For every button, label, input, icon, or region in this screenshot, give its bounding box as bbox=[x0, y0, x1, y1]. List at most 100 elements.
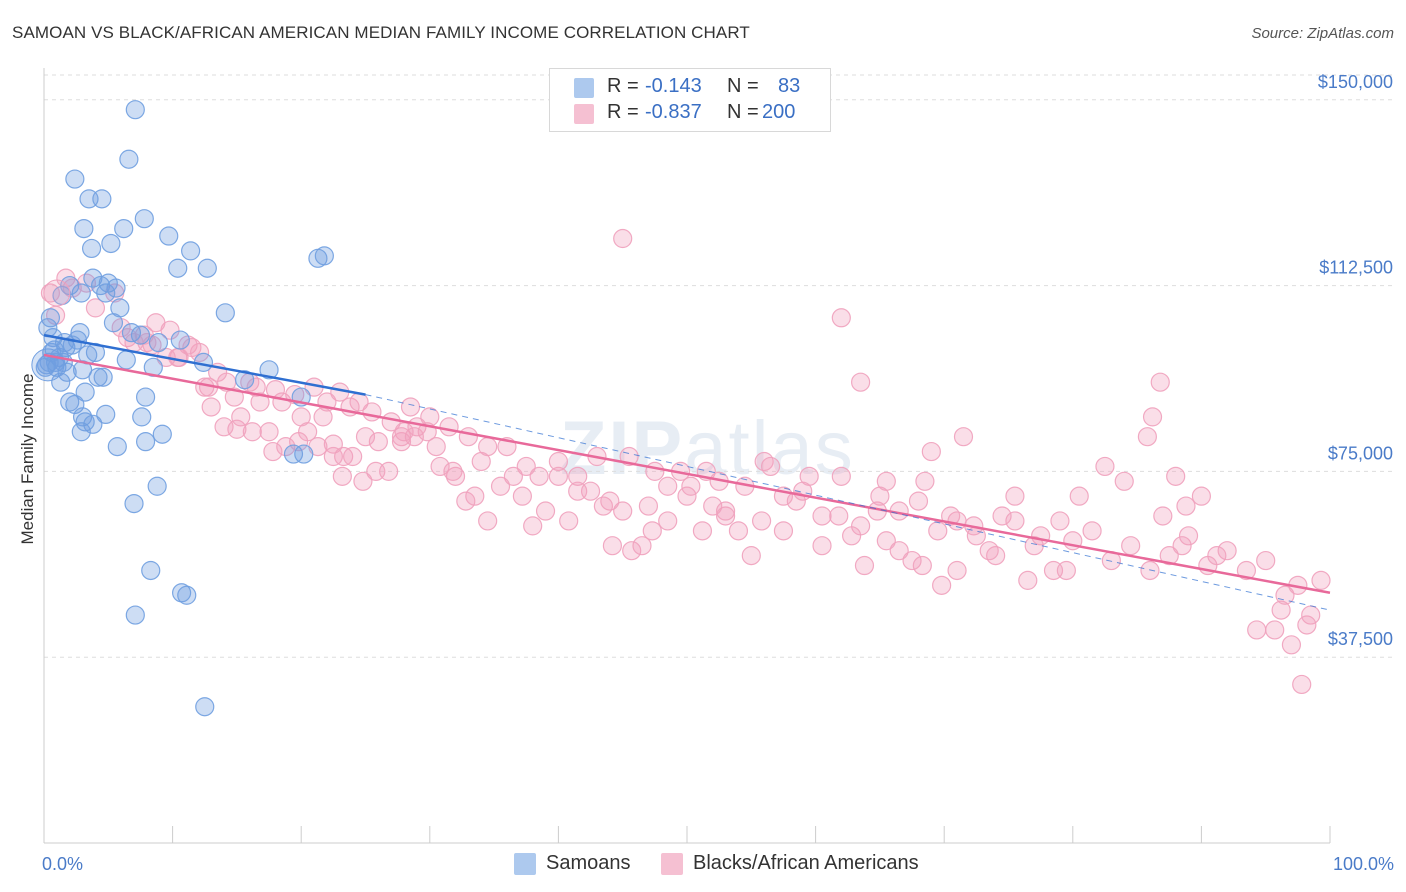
black-point bbox=[276, 437, 296, 457]
black-point bbox=[1050, 511, 1070, 531]
samoans-swatch bbox=[574, 78, 594, 98]
black-point bbox=[1082, 521, 1102, 541]
black-point bbox=[40, 283, 61, 303]
black-point bbox=[751, 511, 772, 531]
n-label: N = bbox=[727, 101, 759, 123]
black-point bbox=[1292, 674, 1312, 695]
black-point bbox=[715, 501, 736, 521]
samoan-point bbox=[141, 560, 161, 581]
x-tick-label: 100.0% bbox=[1333, 854, 1394, 874]
black-point bbox=[568, 481, 588, 501]
black-point bbox=[516, 456, 536, 477]
watermark-thin: atlas bbox=[684, 406, 855, 491]
samoan-point bbox=[107, 437, 127, 457]
chart-source: Source: ZipAtlas.com bbox=[1251, 25, 1394, 42]
black-point bbox=[1297, 615, 1317, 635]
black-point bbox=[613, 501, 633, 521]
samoan-point bbox=[81, 238, 102, 259]
black-point bbox=[681, 476, 701, 496]
black-point bbox=[182, 337, 202, 358]
r-label: R = bbox=[607, 101, 639, 123]
black-point bbox=[259, 422, 279, 442]
r-value: -0.837 bbox=[645, 101, 702, 123]
black-point bbox=[921, 441, 941, 462]
black-point bbox=[786, 491, 806, 511]
black-point bbox=[1256, 550, 1276, 571]
data-points bbox=[31, 100, 1331, 717]
black-point bbox=[773, 521, 794, 541]
samoan-point bbox=[168, 258, 188, 278]
black-point bbox=[548, 451, 569, 472]
black-point bbox=[242, 422, 262, 442]
black-point bbox=[1191, 486, 1212, 506]
black-point bbox=[430, 456, 450, 477]
black-point bbox=[400, 397, 421, 417]
black-point bbox=[1207, 546, 1227, 566]
black-point bbox=[1069, 486, 1089, 506]
black-point bbox=[62, 278, 82, 298]
samoan-point bbox=[51, 372, 71, 392]
chart-title: SAMOAN VS BLACK/AFRICAN AMERICAN MEDIAN … bbox=[12, 23, 750, 42]
black-point bbox=[224, 387, 244, 407]
r-label: R = bbox=[607, 75, 639, 97]
y-tick-label: $150,000 bbox=[1318, 72, 1393, 92]
samoan-point bbox=[124, 493, 144, 514]
samoan-point bbox=[60, 392, 80, 412]
black-point bbox=[1031, 526, 1051, 546]
black-trend-line bbox=[43, 353, 1331, 595]
samoan-point bbox=[106, 278, 126, 298]
samoan-point bbox=[195, 697, 215, 717]
black-point bbox=[1142, 407, 1163, 427]
samoan-point bbox=[132, 407, 152, 427]
black-point bbox=[456, 491, 476, 511]
black-point bbox=[632, 536, 652, 556]
samoan-point bbox=[110, 298, 130, 318]
black-point bbox=[313, 407, 333, 427]
black-point bbox=[445, 466, 466, 486]
black-point bbox=[947, 560, 967, 581]
black-point bbox=[728, 521, 749, 541]
black-point bbox=[1236, 560, 1257, 581]
axes bbox=[43, 68, 1331, 844]
black-point bbox=[289, 432, 309, 452]
samoan-point bbox=[170, 330, 190, 350]
legend-row-blacks: R = -0.837 N = 200 bbox=[550, 100, 830, 126]
black-point bbox=[1281, 635, 1302, 655]
samoan-point bbox=[93, 367, 113, 387]
samoan-point bbox=[119, 149, 139, 169]
black-point bbox=[426, 437, 446, 457]
black-point bbox=[568, 466, 588, 486]
black-point bbox=[1271, 600, 1291, 620]
black-point bbox=[642, 521, 662, 541]
black-point bbox=[1275, 585, 1295, 605]
black-point bbox=[658, 476, 678, 496]
black-point bbox=[523, 516, 543, 536]
black-point bbox=[1311, 570, 1331, 590]
black-point bbox=[272, 392, 292, 412]
samoan-point bbox=[75, 412, 95, 432]
black-point bbox=[1137, 427, 1157, 447]
black-point bbox=[876, 471, 896, 491]
black-point bbox=[503, 466, 523, 486]
black-point bbox=[1018, 570, 1038, 590]
black-point bbox=[953, 427, 974, 447]
black-point bbox=[231, 407, 251, 427]
samoan-point bbox=[96, 404, 116, 425]
samoan-point bbox=[116, 350, 136, 370]
black-point bbox=[366, 461, 386, 481]
samoan-point bbox=[75, 382, 95, 402]
samoan-point bbox=[197, 258, 217, 278]
black-point bbox=[478, 511, 498, 531]
samoan-point bbox=[152, 424, 172, 444]
y-tick-label: $75,000 bbox=[1328, 443, 1393, 463]
black-point bbox=[76, 273, 97, 293]
black-point bbox=[812, 536, 832, 556]
black-point bbox=[831, 466, 851, 486]
y-tick-label: $112,500 bbox=[1319, 258, 1393, 278]
legend-label: Blacks/African Americans bbox=[693, 852, 919, 874]
black-point bbox=[851, 372, 871, 392]
black-point bbox=[600, 491, 620, 511]
black-point bbox=[490, 476, 511, 496]
black-point bbox=[1178, 526, 1199, 546]
samoan-point bbox=[125, 100, 145, 120]
